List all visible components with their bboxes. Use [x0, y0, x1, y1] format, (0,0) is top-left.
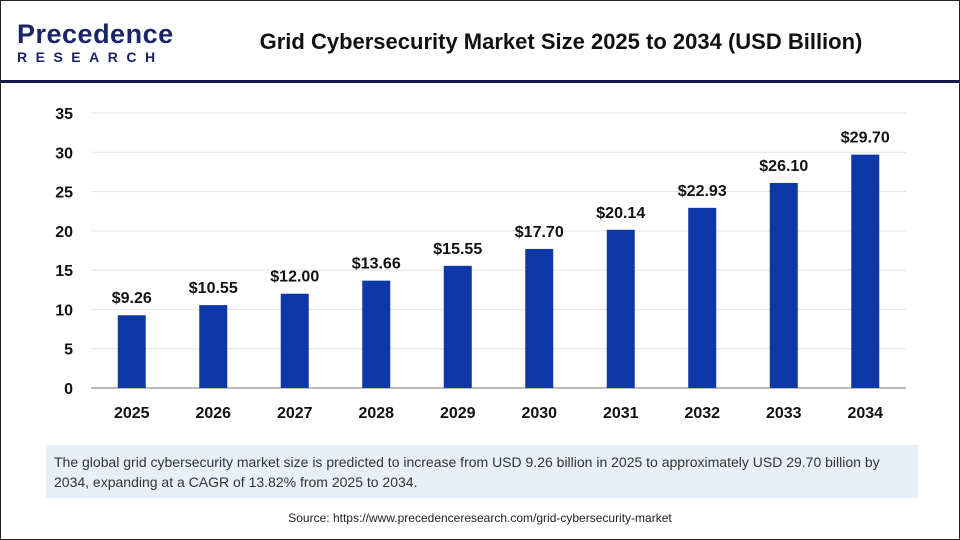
data-label: $20.14	[596, 205, 645, 222]
bar	[280, 293, 309, 388]
header-divider	[1, 80, 959, 83]
x-tick-label: 2032	[684, 405, 720, 422]
data-label: $26.10	[759, 158, 808, 175]
data-label: $15.55	[433, 241, 482, 258]
x-tick-label: 2025	[114, 405, 150, 422]
y-tick-label: 20	[55, 224, 73, 241]
y-tick-label: 35	[55, 106, 73, 123]
summary-note: The global grid cybersecurity market siz…	[46, 445, 918, 498]
y-tick-label: 0	[64, 381, 73, 398]
source-text: Source: https://www.precedenceresearch.c…	[288, 511, 672, 525]
x-tick-label: 2030	[521, 405, 557, 422]
x-tick-label: 2028	[358, 405, 394, 422]
bar	[443, 265, 472, 388]
data-label: $13.66	[352, 256, 401, 273]
logo-line1: Precedence	[17, 19, 174, 49]
x-tick-label: 2033	[766, 405, 802, 422]
y-tick-label: 30	[55, 145, 73, 162]
logo-line2: RESEARCH	[17, 49, 164, 65]
y-tick-label: 5	[64, 342, 73, 359]
bar	[851, 154, 880, 388]
y-tick-label: 10	[55, 302, 73, 319]
bar	[362, 280, 391, 388]
data-label: $22.93	[678, 183, 727, 200]
x-tick-label: 2026	[195, 405, 231, 422]
x-tick-label: 2031	[603, 405, 639, 422]
bar	[769, 182, 798, 388]
y-tick-label: 15	[55, 263, 73, 280]
bar	[117, 315, 146, 388]
x-tick-label: 2029	[440, 405, 476, 422]
x-tick-label: 2027	[277, 405, 313, 422]
bar-chart: 05101520253035$9.262025$10.552026$12.002…	[55, 106, 906, 422]
logo: Precedence RESEARCH	[17, 19, 174, 66]
data-label: $29.70	[841, 130, 890, 147]
bar	[688, 207, 717, 388]
bar	[606, 229, 635, 388]
x-tick-label: 2034	[847, 405, 883, 422]
data-label: $10.55	[189, 280, 238, 297]
y-tick-label: 25	[55, 185, 73, 202]
bar	[525, 248, 554, 388]
chart-title: Grid Cybersecurity Market Size 2025 to 2…	[259, 29, 863, 54]
data-label: $9.26	[112, 290, 152, 307]
data-label: $17.70	[515, 224, 564, 241]
bar	[199, 305, 228, 388]
data-label: $12.00	[270, 269, 319, 286]
